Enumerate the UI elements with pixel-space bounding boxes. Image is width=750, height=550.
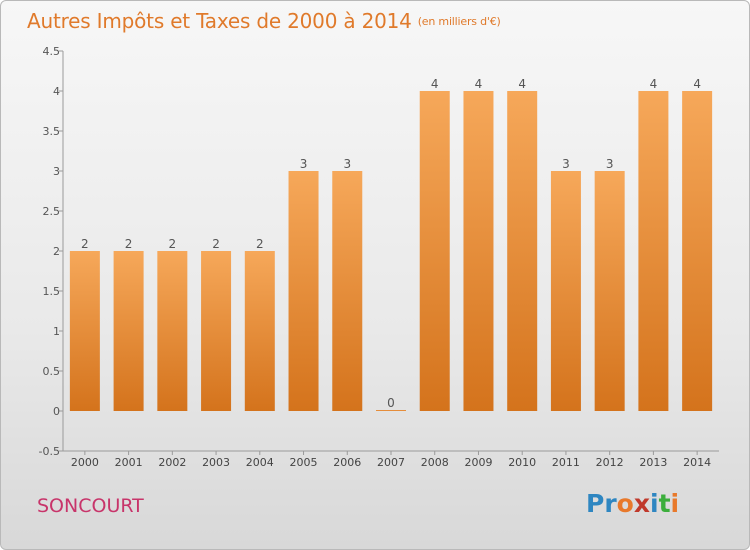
y-tick-label: 4 xyxy=(53,85,60,98)
data-label: 4 xyxy=(693,77,701,91)
data-label: 2 xyxy=(256,237,264,251)
logo-letter: o xyxy=(616,489,634,518)
y-tick-label: 2 xyxy=(53,245,60,258)
chart-title: Autres Impôts et Taxes de 2000 à 2014 (en… xyxy=(27,9,501,33)
data-label: 2 xyxy=(169,237,177,251)
data-label: 2 xyxy=(81,237,89,251)
bar-2005 xyxy=(288,171,319,411)
x-tick-label: 2010 xyxy=(508,456,536,469)
data-label: 3 xyxy=(343,157,351,171)
bar-2002 xyxy=(157,251,188,411)
x-tick-label: 2008 xyxy=(421,456,449,469)
y-tick-label: 1.5 xyxy=(43,285,61,298)
x-tick-label: 2014 xyxy=(683,456,711,469)
y-tick-label: 3 xyxy=(53,165,60,178)
chart-title-text: Autres Impôts et Taxes de 2000 à 2014 xyxy=(27,9,412,33)
y-tick-label: 1 xyxy=(53,325,60,338)
bar-2011 xyxy=(550,171,581,411)
x-tick-label: 2003 xyxy=(202,456,230,469)
logo-letter: r xyxy=(604,489,617,518)
logo-letter: i xyxy=(650,489,659,518)
y-tick-label: 0.5 xyxy=(43,365,61,378)
data-label: 2 xyxy=(212,237,220,251)
bar-2007 xyxy=(376,410,406,411)
commune-name: SONCOURT xyxy=(37,495,144,517)
logo-letter: t xyxy=(658,489,671,518)
bar-2004 xyxy=(244,251,275,411)
data-label: 3 xyxy=(300,157,308,171)
y-tick-label: 3.5 xyxy=(43,125,61,138)
x-tick-label: 2009 xyxy=(464,456,492,469)
y-tick-label: 4.5 xyxy=(43,45,61,58)
y-tick-label: -0.5 xyxy=(39,445,60,458)
y-tick-label: 0 xyxy=(53,405,60,418)
bar-2000 xyxy=(69,251,100,411)
logo-letter: x xyxy=(633,489,650,518)
y-tick-label: 2.5 xyxy=(43,205,61,218)
data-label: 4 xyxy=(650,77,658,91)
bar-2006 xyxy=(332,171,363,411)
x-tick-label: 2011 xyxy=(552,456,580,469)
x-tick-label: 2007 xyxy=(377,456,405,469)
data-label: 2 xyxy=(125,237,133,251)
x-tick-label: 2000 xyxy=(71,456,99,469)
bar-2014 xyxy=(682,91,713,411)
bar-2010 xyxy=(507,91,538,411)
proxiti-logo[interactable]: Proxiti xyxy=(586,489,679,518)
data-label: 4 xyxy=(431,77,439,91)
data-label: 4 xyxy=(518,77,526,91)
bar-2008 xyxy=(419,91,450,411)
bar-2012 xyxy=(594,171,625,411)
data-label: 0 xyxy=(387,396,395,410)
x-tick-label: 2005 xyxy=(290,456,318,469)
x-tick-label: 2001 xyxy=(115,456,143,469)
data-label: 3 xyxy=(606,157,614,171)
x-tick-label: 2004 xyxy=(246,456,274,469)
data-label: 3 xyxy=(562,157,570,171)
x-tick-label: 2002 xyxy=(158,456,186,469)
bar-2013 xyxy=(638,91,669,411)
bar-2001 xyxy=(113,251,144,411)
chart-subtitle: (en milliers d'€) xyxy=(417,15,501,28)
data-label: 4 xyxy=(475,77,483,91)
x-tick-label: 2013 xyxy=(639,456,667,469)
logo-letter: P xyxy=(586,489,605,518)
logo-letter: i xyxy=(670,489,680,518)
x-tick-label: 2012 xyxy=(596,456,624,469)
x-tick-label: 2006 xyxy=(333,456,361,469)
bar-2009 xyxy=(463,91,494,411)
bar-2003 xyxy=(201,251,232,411)
